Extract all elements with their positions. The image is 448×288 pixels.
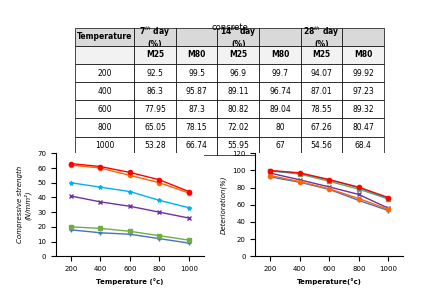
Y-axis label: Compressive strength
(N/mm²): Compressive strength (N/mm²) (17, 166, 32, 243)
Text: concrete: concrete (211, 23, 248, 32)
X-axis label: Temperature(°c): Temperature(°c) (297, 278, 362, 285)
X-axis label: Temperature (°c): Temperature (°c) (96, 278, 164, 285)
Y-axis label: Deterioration(%): Deterioration(%) (220, 176, 227, 234)
